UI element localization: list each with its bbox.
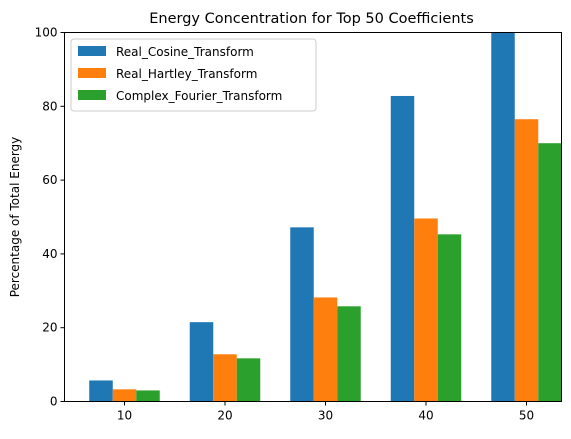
y-tick-label: 80 <box>42 99 57 113</box>
y-tick-label: 100 <box>35 26 58 40</box>
y-axis-label: Percentage of Total Energy <box>8 137 22 298</box>
chart-title: Energy Concentration for Top 50 Coeffici… <box>149 11 474 27</box>
plot-frame <box>64 32 562 402</box>
bar-10-series-2 <box>136 390 160 402</box>
legend-swatch-0 <box>78 46 106 56</box>
legend-swatch-2 <box>78 90 106 100</box>
x-tick-label: 30 <box>318 409 333 423</box>
bar-30-series-2 <box>337 306 361 402</box>
bar-50-series-1 <box>514 119 539 402</box>
x-tick-label: 20 <box>217 409 232 423</box>
x-tick-label: 10 <box>117 409 132 423</box>
y-tick-label: 0 <box>50 395 58 409</box>
bar-50-series-2 <box>538 143 562 402</box>
bar-30-series-0 <box>290 227 314 402</box>
y-tick-label: 20 <box>42 321 57 335</box>
y-tick-label: 40 <box>42 247 57 261</box>
bar-40-series-0 <box>390 95 415 402</box>
bar-20-series-0 <box>189 322 214 402</box>
legend-label-0: Real_Cosine_Transform <box>116 45 254 59</box>
legend-swatch-1 <box>78 68 106 78</box>
bar-30-series-1 <box>313 297 338 402</box>
plot-area: 10 20 30 40 50 0 20 40 60 80 100 <box>35 26 562 423</box>
legend-label-1: Real_Hartley_Transform <box>116 67 257 81</box>
bar-40-series-1 <box>414 218 438 402</box>
y-tick-label: 60 <box>42 173 57 187</box>
bar-50-series-0 <box>491 32 515 402</box>
bar-20-series-2 <box>236 358 261 402</box>
legend-label-2: Complex_Fourier_Transform <box>116 89 282 103</box>
x-tick-label: 40 <box>418 409 433 423</box>
legend-box <box>70 38 317 112</box>
legend: Real_Cosine_Transform Real_Hartley_Transf… <box>70 38 317 112</box>
x-tick-label: 50 <box>519 409 534 423</box>
bar-20-series-1 <box>213 354 237 402</box>
bar-10-series-1 <box>112 389 137 402</box>
bar-40-series-2 <box>437 234 462 402</box>
bar-10-series-0 <box>89 380 113 402</box>
